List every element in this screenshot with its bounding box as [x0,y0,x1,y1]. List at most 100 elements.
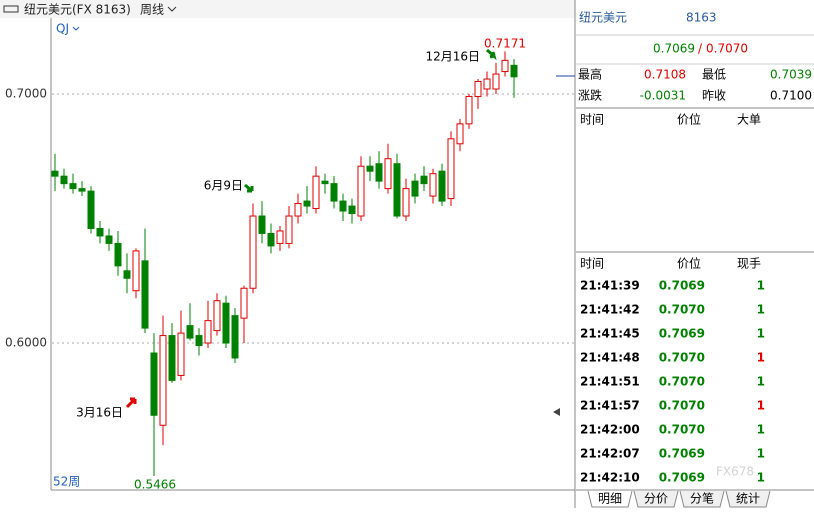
candle-body [366,165,374,172]
candle-body [195,335,203,347]
candle-body [51,170,59,177]
stat-label: 最高 [578,67,602,82]
tab[interactable] [725,490,771,508]
candle-body [159,335,167,426]
candle-body [240,287,248,319]
low-label: 0.5466 [134,478,176,492]
candle-body [96,227,104,237]
trade-volume: 1 [757,303,765,317]
candle-body [375,163,383,182]
menu-icon[interactable] [3,5,19,13]
candle-body [204,320,212,344]
candle-body [303,200,311,207]
trade-price: 0.7069 [659,279,705,293]
stat-value: 0.7108 [644,68,686,82]
quote-code: 8163 [686,11,717,25]
tab-label[interactable]: 分笔 [690,491,714,506]
candle-body [447,138,455,200]
candle-body [483,78,491,90]
candle-body [78,188,86,192]
tab-label[interactable]: 分价 [644,492,668,506]
candle-body [501,59,509,73]
trade-price: 0.7070 [659,399,705,413]
indicator-icon [72,26,80,31]
candle-body [222,302,230,344]
candle-body [150,352,158,416]
tab[interactable] [679,490,725,508]
scroll-icon[interactable] [553,408,560,416]
candle-body [384,158,392,190]
candle-body [258,215,266,234]
trade-time: 21:41:51 [580,375,640,389]
dropdown-icon [167,6,177,12]
trade-time: 21:42:07 [580,447,640,461]
period[interactable]: 周线 [140,3,164,17]
candle-body [114,242,122,267]
trade-volume: 1 [757,351,765,365]
candle-body [69,183,77,190]
tab[interactable] [633,490,679,508]
quote-title: 纽元美元 [579,11,627,25]
candle-body [177,332,185,376]
y-tick-label: 0.7000 [5,86,47,100]
candle-body [231,315,239,359]
watermark: FX678 [716,465,754,479]
candle-body [357,165,365,217]
tab-label[interactable]: 统计 [736,492,760,506]
candle-body [213,300,221,332]
candle-body [474,81,482,97]
candle-body [87,190,95,229]
candle-body [60,175,68,185]
candle-body [330,183,338,202]
candle-body [249,215,257,289]
y-tick-label: 0.6000 [5,336,47,350]
stat-value: -0.0031 [640,89,686,103]
candle-body [168,335,176,381]
header-title: 纽元美元(FX 8163) [24,3,131,17]
stat-label: 最低 [702,68,726,82]
trade-volume: 1 [757,423,765,437]
high-label: 0.7171 [484,37,526,51]
candle-body [141,260,149,329]
candle-body [123,270,131,279]
annotation: 3月16日 [76,406,123,420]
table-header: 时间 [580,113,604,127]
trade-price: 0.7070 [659,423,705,437]
tab-label[interactable]: 明细 [598,492,622,506]
candle-body [465,95,473,125]
candle-body [510,64,518,78]
toolbar [0,0,575,18]
trade-volume: 1 [757,399,765,413]
candle-body [393,163,401,217]
candle-body [267,232,275,247]
annotation: 6月9日 [204,179,243,193]
candle-body [285,215,293,244]
candle-body [339,200,347,212]
separator: / [698,42,703,56]
trade-volume: 1 [757,327,765,341]
candle-body [411,180,419,197]
bid: 0.7069 [653,42,695,56]
annotation-arrow [125,397,137,409]
candle-body [294,203,302,217]
table-header: 时间 [580,257,604,271]
candle-body [276,230,284,244]
stat-value: 0.7100 [770,89,812,103]
candle-body [420,175,428,185]
candle-body [348,205,356,215]
tab[interactable] [587,490,633,508]
ask: 0.7070 [706,42,748,56]
trade-time: 21:41:42 [580,303,640,317]
candle-body [492,73,500,90]
annotation-arrow [486,48,497,61]
table-header: 现手 [737,257,761,271]
range-label: 52周 [53,475,80,489]
indicator[interactable]: QJ [56,22,69,36]
trade-price: 0.7070 [659,351,705,365]
trade-price: 0.7069 [659,447,705,461]
candle-body [321,180,329,185]
trade-volume: 1 [757,375,765,389]
trade-volume: 1 [757,279,765,293]
